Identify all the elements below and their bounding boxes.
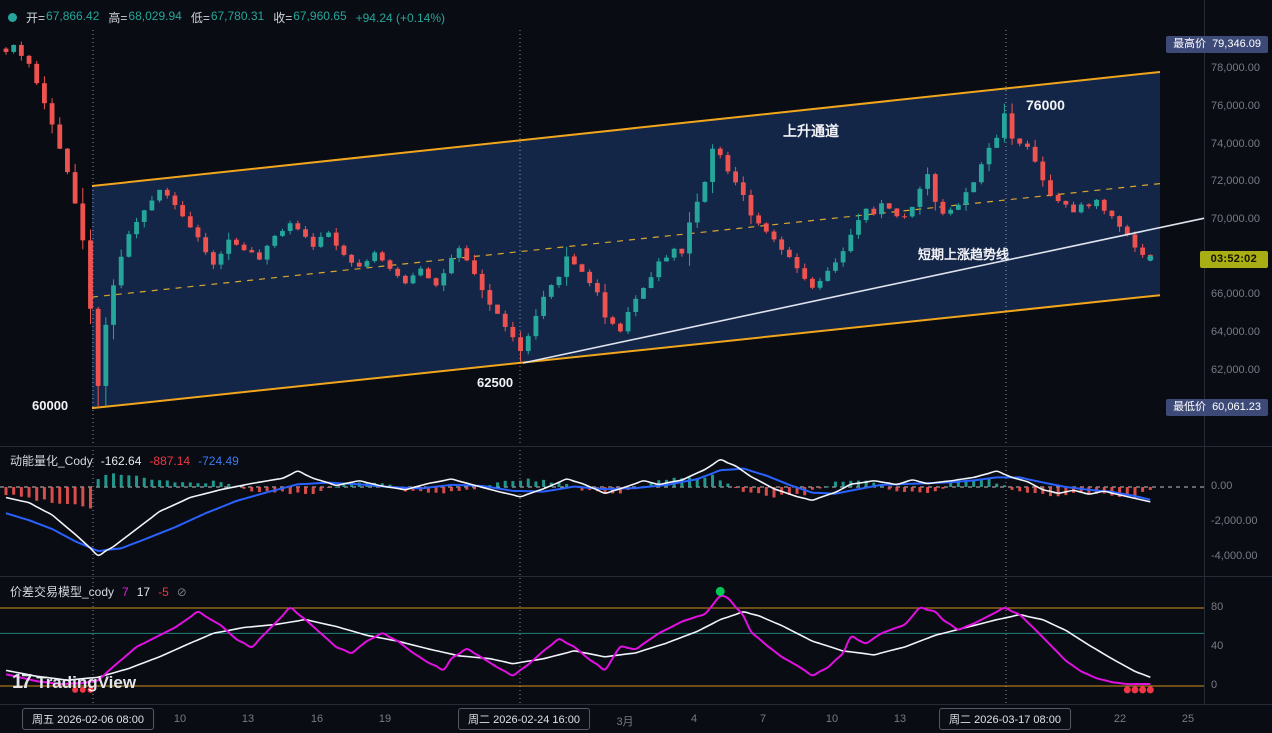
tradingview-logo-mark: 17 — [12, 671, 32, 693]
time-axis-tick: 19 — [378, 713, 392, 725]
indicator-value: -887.14 — [149, 454, 191, 468]
price-axis-tick: 66,000.00 — [1211, 288, 1260, 301]
ohlc-change: +94.24 (+0.14%) — [355, 10, 446, 25]
pane-separator-2[interactable] — [0, 576, 1272, 577]
indicator-title[interactable]: 动能量化_Cody — [10, 454, 93, 468]
price-axis-tick: 76,000.00 — [1211, 99, 1260, 112]
time-axis-tick: 13 — [893, 713, 907, 725]
ohlc-low: 低= 67,780.31 — [190, 9, 265, 25]
lowest-price-badge: 最低价 60,061.23 — [1166, 399, 1268, 416]
price-axis-tick: 64,000.00 — [1211, 325, 1260, 338]
momentum-axis-tick: 0.00 — [1211, 480, 1233, 492]
ohlc-legend[interactable]: 开= 67,866.42 高= 68,029.94 低= 67,780.31 收= 67… — [8, 9, 445, 26]
time-axis-tick: 10 — [825, 713, 839, 725]
base-price-annotation[interactable]: 60000 — [32, 398, 69, 413]
ohlc-close: 收= 67,960.65 — [273, 9, 347, 25]
ohlc-high: 高= 68,029.94 — [108, 9, 182, 25]
peak-price-annotation[interactable]: 76000 — [1026, 97, 1065, 113]
price-axis-tick: 74,000.00 — [1211, 137, 1260, 150]
channel-annotation[interactable]: 上升通道 — [783, 123, 839, 139]
time-axis-tick: 22 — [1113, 713, 1127, 725]
indicator-value: -724.49 — [198, 454, 239, 468]
time-axis-tick: 7 — [759, 713, 767, 725]
spread-axis-tick: 40 — [1211, 640, 1224, 652]
spread-axis-tick: 0 — [1211, 679, 1218, 691]
bar-countdown-badge: 03:52:02 — [1199, 251, 1268, 268]
no-signal-icon: ⊘ — [176, 585, 187, 599]
time-axis-date-badge: 周五 2026-02-06 08:00 — [22, 708, 154, 730]
time-axis-separator — [0, 704, 1272, 705]
price-axis-separator — [1204, 0, 1205, 704]
symbol-status-icon — [8, 13, 17, 22]
time-axis-date-badge: 周二 2026-02-24 16:00 — [458, 708, 590, 730]
indicator-value: 17 — [136, 585, 151, 599]
time-axis-tick: 16 — [310, 713, 324, 725]
momentum-axis-tick: -2,000.00 — [1211, 515, 1258, 527]
momentum-indicator-legend[interactable]: 动能量化_Cody -162.64 -887.14 -724.49 — [10, 452, 239, 469]
pane-separator-1[interactable] — [0, 446, 1272, 447]
spread-model-legend[interactable]: 价差交易模型_cody 7 17 -5 ⊘ — [10, 583, 187, 600]
spread-axis-tick: 80 — [1211, 601, 1224, 613]
highest-price-badge: 最高价 79,346.09 — [1166, 36, 1268, 53]
indicator-value: 7 — [122, 585, 129, 599]
indicator-value: -5 — [158, 585, 169, 599]
indicator-title[interactable]: 价差交易模型_cody — [10, 585, 115, 599]
time-axis-tick: 10 — [173, 713, 187, 725]
trendline-annotation[interactable]: 短期上涨趋势线 — [918, 247, 1010, 262]
time-axis-tick: 25 — [1181, 713, 1195, 725]
time-scale[interactable]: 周五 2026-02-06 08:00 10 13 16 19 周二 2026-02-24… — [0, 705, 1272, 733]
time-axis-tick: 13 — [241, 713, 255, 725]
momentum-axis-tick: -4,000.00 — [1211, 550, 1258, 562]
tradingview-logo[interactable]: 17 TradingView — [12, 671, 136, 694]
price-axis-tick: 78,000.00 — [1211, 62, 1260, 75]
indicator-value: -162.64 — [100, 454, 142, 468]
time-axis-tick: 3月 — [616, 716, 634, 728]
time-axis-tick: 4 — [690, 713, 698, 725]
swing-low-annotation[interactable]: 62500 — [477, 375, 514, 390]
tradingview-logo-text: TradingView — [36, 672, 137, 692]
ohlc-open: 开= 67,866.42 — [26, 9, 100, 25]
price-axis-tick: 70,000.00 — [1211, 212, 1260, 225]
time-axis-date-badge: 周二 2026-03-17 08:00 — [939, 708, 1071, 730]
price-axis-tick: 62,000.00 — [1211, 363, 1260, 376]
price-axis-tick: 72,000.00 — [1211, 175, 1260, 188]
